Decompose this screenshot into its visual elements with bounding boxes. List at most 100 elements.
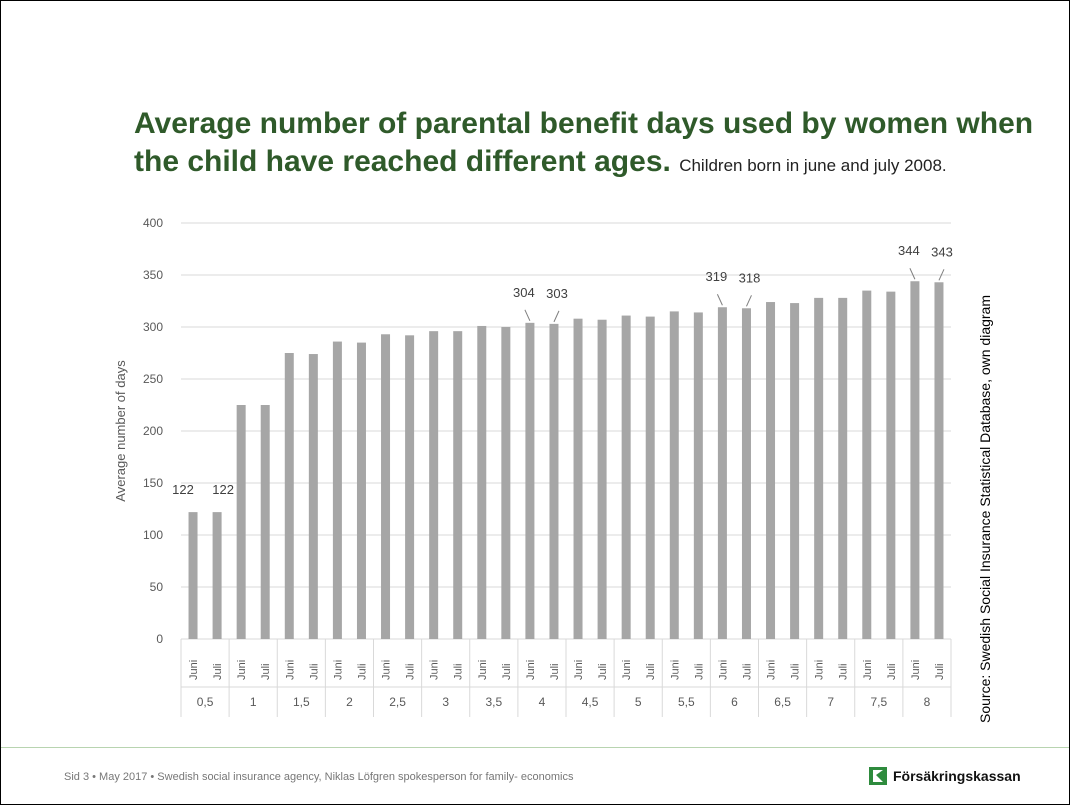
x-subcategory-label: Juni	[477, 660, 489, 680]
x-group-label: 2,5	[389, 695, 406, 709]
footer-text: Sid 3 • May 2017 • Swedish social insura…	[64, 771, 574, 783]
bar	[236, 405, 246, 639]
y-axis-label: Average number of days	[113, 360, 128, 502]
y-tick-label: 100	[143, 528, 163, 542]
x-subcategory-label: Juni	[669, 660, 681, 680]
subtitle: Children born in june and july 2008.	[679, 156, 947, 175]
bar	[188, 512, 198, 639]
bar	[260, 405, 270, 639]
bar	[356, 342, 366, 639]
x-subcategory-label: Juli	[693, 663, 705, 680]
x-group-label: 5,5	[678, 695, 695, 709]
bar	[453, 331, 463, 639]
x-subcategory-label: Juli	[453, 663, 465, 680]
footer-divider	[1, 747, 1069, 748]
data-label: 303	[546, 286, 568, 301]
x-subcategory-label: Juni	[236, 660, 248, 680]
bar	[525, 322, 535, 639]
data-label: 304	[513, 285, 535, 300]
x-subcategory-label: Juli	[838, 663, 850, 680]
x-group-label: 3,5	[485, 695, 502, 709]
data-label-leader	[909, 268, 916, 280]
x-subcategory-label: Juli	[597, 663, 609, 680]
x-subcategory-label: Juni	[573, 660, 585, 680]
data-label-leader	[553, 310, 560, 323]
x-subcategory-label: Juni	[332, 660, 344, 680]
bar	[308, 354, 318, 639]
bar	[766, 302, 776, 639]
data-label-leader	[524, 309, 531, 322]
data-label: 343	[931, 244, 953, 259]
bar	[838, 297, 848, 639]
x-group-label: 6	[731, 695, 738, 709]
bar	[814, 297, 824, 639]
y-tick-label: 300	[143, 320, 163, 334]
x-subcategory-label: Juli	[549, 663, 561, 680]
data-label-leader	[746, 295, 752, 307]
x-subcategory-label: Juni	[381, 660, 393, 680]
bar	[477, 325, 487, 639]
x-subcategory-label: Juli	[212, 663, 224, 680]
data-label: 344	[898, 243, 920, 258]
x-subcategory-label: Juli	[501, 663, 513, 680]
logo-mark-icon	[869, 767, 887, 785]
x-subcategory-label: Juli	[790, 663, 802, 680]
y-tick-label: 0	[156, 632, 163, 646]
x-subcategory-label: Juni	[814, 660, 826, 680]
bar	[910, 281, 920, 639]
x-group-label: 8	[924, 695, 931, 709]
bar	[284, 353, 294, 639]
y-tick-label: 50	[150, 580, 164, 594]
x-subcategory-label: Juli	[260, 663, 272, 680]
x-subcategory-label: Juni	[766, 660, 778, 680]
bar	[862, 290, 872, 639]
bar	[693, 312, 703, 639]
y-tick-label: 200	[143, 424, 163, 438]
x-group-label: 4	[539, 695, 546, 709]
x-subcategory-label: Juli	[645, 663, 657, 680]
data-label: 122	[172, 482, 194, 497]
x-subcategory-label: Juli	[356, 663, 368, 680]
x-subcategory-label: Juni	[525, 660, 537, 680]
bar	[717, 307, 727, 639]
logo-text: Försäkringskassan	[893, 768, 1021, 784]
bar	[741, 308, 751, 639]
slide-title: Average number of parental benefit days …	[134, 105, 1034, 185]
x-group-label: 1	[250, 695, 257, 709]
y-tick-label: 350	[143, 268, 163, 282]
bar	[621, 315, 631, 639]
x-group-label: 0,5	[197, 695, 214, 709]
x-subcategory-label: Juni	[429, 660, 441, 680]
data-label-leader	[938, 269, 945, 281]
bar	[549, 323, 559, 639]
bar	[212, 512, 222, 639]
bar	[501, 327, 511, 639]
source-note: Source: Swedish Social Insurance Statist…	[977, 295, 993, 723]
bar-chart: 0 50 100 150 200 250 300 350 400 Average number o…	[113, 216, 953, 717]
y-tick-label: 400	[143, 216, 163, 230]
x-subcategory-label: Juni	[284, 660, 296, 680]
bar	[332, 341, 342, 639]
x-group-label: 3	[442, 695, 449, 709]
title-text: Average number of parental benefit days …	[134, 107, 1034, 178]
data-label: 318	[739, 270, 761, 285]
x-group-label: 6,5	[774, 695, 791, 709]
data-label: 122	[212, 482, 234, 497]
bar	[645, 316, 655, 639]
x-subcategory-label: Juli	[886, 663, 898, 680]
x-subcategory-label: Juni	[188, 660, 200, 680]
x-subcategory-label: Juli	[741, 663, 753, 680]
y-tick-label: 150	[143, 476, 163, 490]
x-subcategory-label: Juli	[308, 663, 320, 680]
x-group-label: 4,5	[582, 695, 599, 709]
x-subcategory-label: Juni	[717, 660, 729, 680]
bar	[934, 282, 944, 639]
x-subcategory-label: Juni	[910, 660, 922, 680]
x-group-label: 5	[635, 695, 642, 709]
bar	[381, 334, 391, 639]
data-label-leader	[716, 294, 723, 306]
x-group-label: 1,5	[293, 695, 310, 709]
data-label: 319	[706, 269, 728, 284]
bar	[597, 319, 607, 639]
x-group-label: 7,5	[870, 695, 887, 709]
